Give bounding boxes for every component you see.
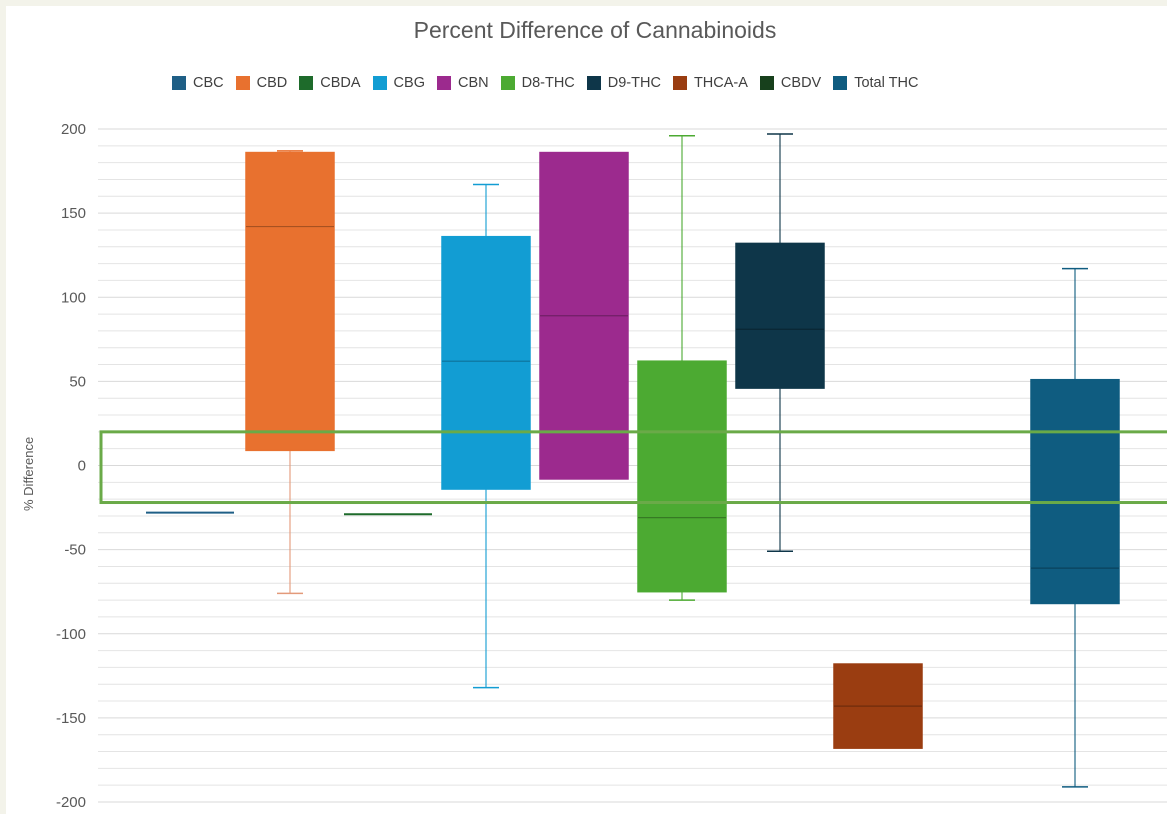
legend-item: CBD	[235, 75, 288, 91]
box-body	[1030, 378, 1120, 605]
y-axis-label: % Difference	[21, 437, 36, 511]
y-tick-label: 100	[61, 289, 86, 306]
legend-label: D9-THC	[607, 75, 661, 91]
box-thca-a	[833, 663, 923, 749]
legend-label: CBDA	[320, 75, 361, 91]
legend-label: Total THC	[854, 75, 919, 91]
legend-item: CBDA	[299, 75, 361, 91]
box-body	[245, 151, 335, 452]
y-tick-label: -200	[56, 794, 86, 811]
legend-label: CBD	[256, 75, 288, 91]
legend-label: D8-THC	[521, 75, 575, 91]
highlight-band	[99, 430, 1167, 505]
legend-swatch	[436, 76, 451, 90]
box-d9-thc	[735, 133, 825, 553]
legend-swatch	[299, 76, 314, 90]
legend-item: CBG	[372, 75, 425, 91]
box-body	[735, 242, 825, 389]
box-cbn	[539, 151, 629, 480]
legend-item: D8-THC	[500, 75, 575, 91]
legend-swatch	[235, 76, 250, 90]
legend-label: CBDV	[780, 75, 822, 91]
y-tick-label: 150	[61, 205, 86, 222]
y-tick-label: -100	[56, 626, 86, 643]
legend-item: THCA-A	[672, 75, 748, 91]
legend-swatch	[759, 76, 774, 90]
box-body	[539, 151, 629, 480]
legend-item: CBDV	[759, 75, 822, 91]
box-body	[833, 663, 923, 749]
y-tick-label: 0	[78, 458, 86, 475]
legend-item: CBC	[172, 75, 224, 91]
legend-item: CBN	[436, 75, 489, 91]
legend-item: D9-THC	[586, 75, 661, 91]
legend-item: Total THC	[833, 75, 918, 91]
legend-swatch	[586, 76, 601, 90]
legend-swatch	[672, 76, 687, 90]
y-tick-label: -50	[64, 542, 86, 559]
box-total-thc	[1030, 267, 1120, 788]
y-tick-label: -150	[56, 710, 86, 727]
y-tick-label: 200	[61, 121, 86, 138]
box-d8-thc	[637, 134, 727, 601]
legend-swatch	[172, 76, 186, 90]
legend-label: CBG	[393, 75, 425, 91]
box-cbg	[441, 183, 531, 689]
y-tick-label: 50	[69, 373, 86, 390]
legend: CBC CBD CBDA CBG CBN D8-THC D9-THC THCA-A CBDV To…	[172, 72, 930, 94]
legend-swatch	[500, 76, 515, 90]
chart-title: Percent Difference of Cannabinoids	[413, 17, 777, 43]
box-cbd	[245, 150, 335, 595]
legend-swatch	[833, 76, 848, 90]
legend-label: THCA-A	[693, 75, 748, 91]
box-body	[441, 235, 531, 490]
legend-label: CBN	[457, 75, 489, 91]
legend-swatch	[372, 76, 387, 90]
box-body	[637, 360, 727, 593]
legend-label: CBC	[193, 75, 224, 91]
